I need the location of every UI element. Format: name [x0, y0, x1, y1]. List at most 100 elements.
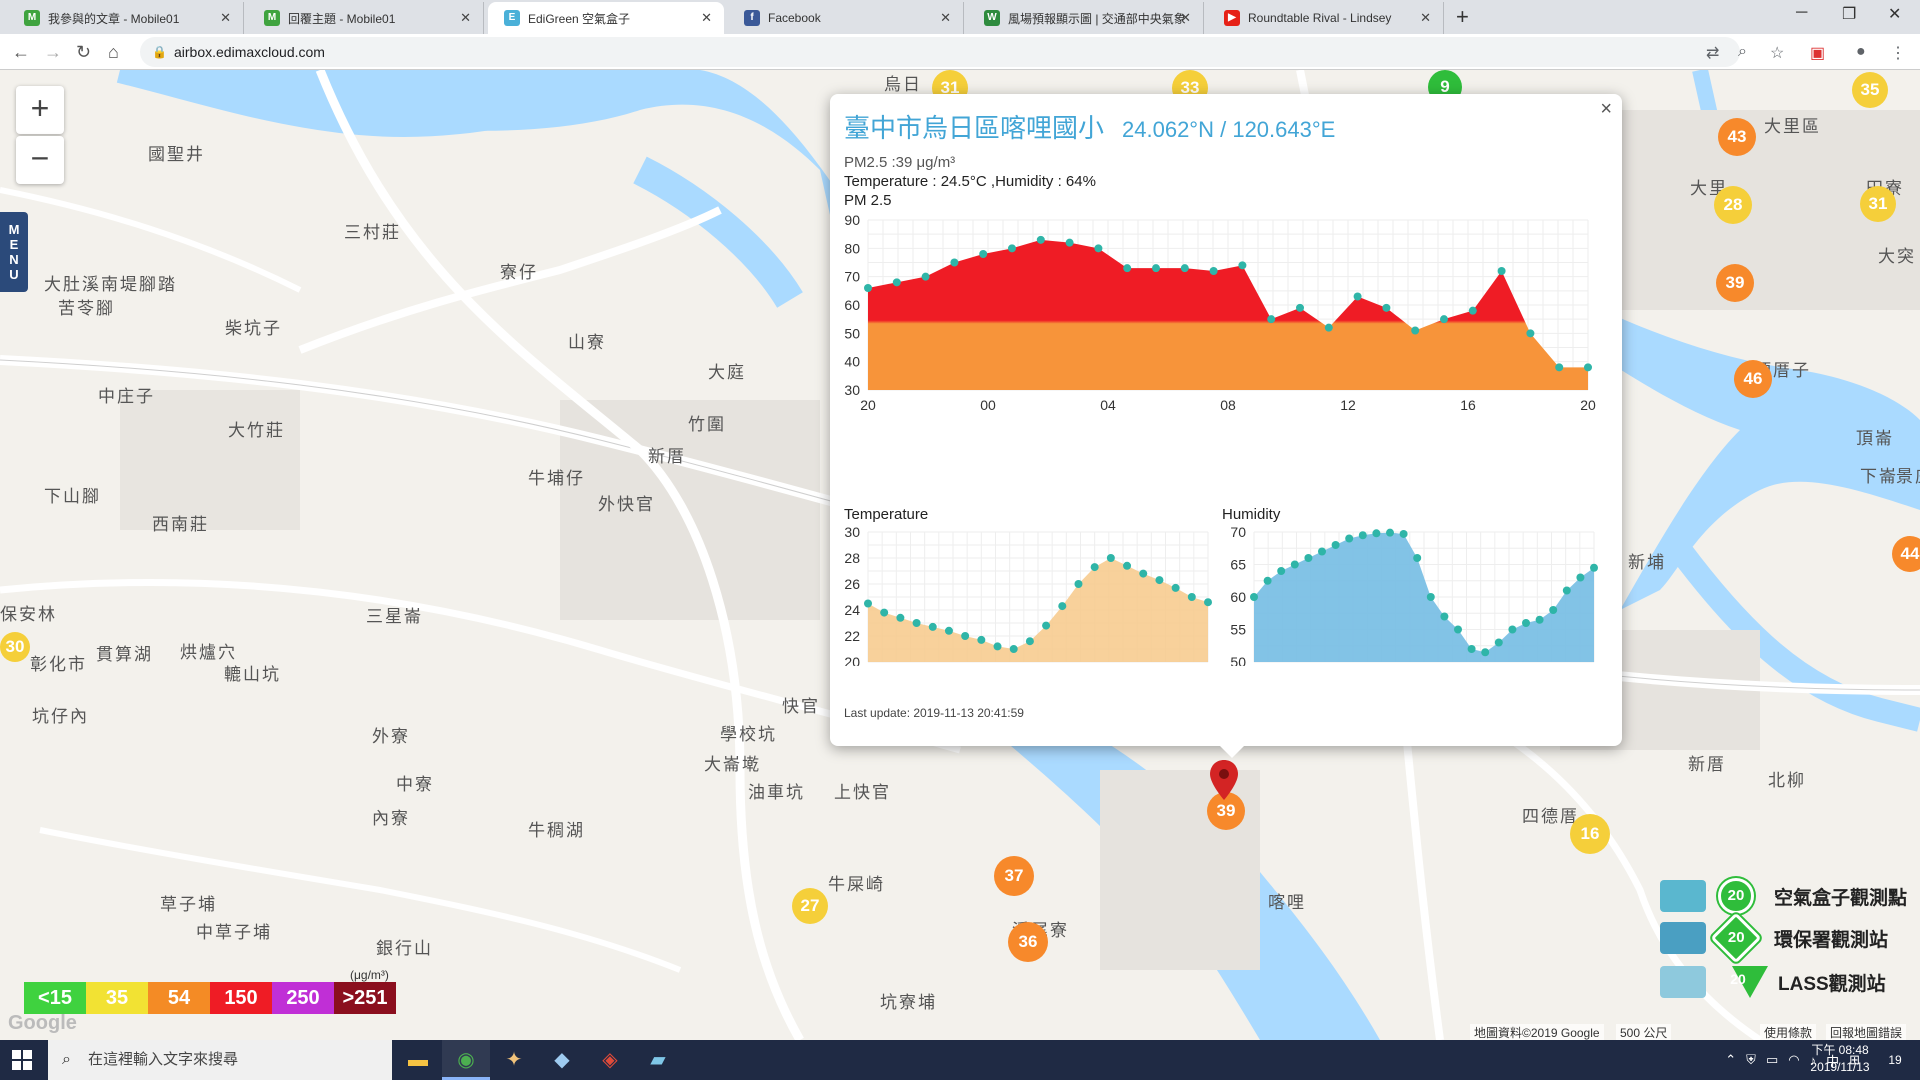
airbox-marker[interactable]: 39	[1716, 264, 1754, 302]
forward-icon[interactable]: →	[44, 42, 62, 62]
airbox-marker[interactable]: 39	[1207, 792, 1245, 830]
data-point	[1411, 326, 1420, 335]
pm25-chart: 30 40 50 60 70 80 90 20 00 04 08 12 16 20	[844, 212, 1596, 413]
airbox-marker[interactable]: 28	[1714, 186, 1752, 224]
y-tick-label: 55	[1230, 622, 1246, 638]
maximize-icon[interactable]: ❐	[1842, 6, 1857, 23]
minimize-icon[interactable]: ─	[1796, 4, 1808, 21]
file-explorer-icon[interactable]: ▬	[408, 1049, 428, 1071]
airbox-marker[interactable]: 30	[0, 632, 30, 662]
zoom-in-button[interactable]: +	[16, 86, 64, 134]
home-icon[interactable]: ⌂	[108, 42, 119, 62]
browser-tab[interactable]: M 回覆主題 - Mobile01 ✕	[248, 2, 484, 34]
tab-close-icon[interactable]: ✕	[1180, 10, 1191, 25]
volume-icon[interactable]: ♪	[1809, 1052, 1817, 1068]
star-icon[interactable]: ☆	[1770, 45, 1785, 62]
y-tick-label: 70	[1230, 526, 1246, 540]
browser-tab[interactable]: f Facebook ✕	[728, 2, 964, 34]
profile-icon[interactable]: ●	[1856, 43, 1866, 60]
tab-close-icon[interactable]: ✕	[1420, 10, 1431, 25]
windows-start-icon[interactable]	[12, 1050, 32, 1070]
data-point	[892, 278, 901, 287]
chevron-up-icon[interactable]: ⌃	[1725, 1052, 1737, 1067]
data-point	[1535, 615, 1544, 624]
station-legend-label: LASS觀測站	[1778, 973, 1886, 995]
airbox-marker[interactable]: 27	[792, 888, 828, 924]
chrome-icon[interactable]: ◉	[442, 1040, 490, 1080]
taskbar-search-input[interactable]: ⌕ 在這裡輸入文字來搜尋	[48, 1040, 392, 1080]
tab-close-icon[interactable]: ✕	[460, 10, 471, 25]
reload-icon[interactable]: ↻	[76, 42, 92, 62]
battery-icon[interactable]: ▭	[1765, 1052, 1779, 1067]
place-label: 油車坑	[748, 783, 805, 802]
x-tick-label: 00	[980, 397, 996, 413]
data-point	[977, 635, 986, 644]
shield-icon[interactable]: ⛨	[1746, 1052, 1756, 1067]
close-popup-button[interactable]: ×	[1600, 98, 1612, 120]
app-icon[interactable]: ▰	[650, 1049, 666, 1071]
menu-dots-icon[interactable]: ⋮	[1890, 45, 1906, 62]
place-label: 北柳	[1768, 771, 1806, 790]
translate-icon[interactable]: ⇄	[1706, 45, 1720, 62]
tab-close-icon[interactable]: ✕	[701, 10, 712, 25]
airbox-marker[interactable]: 35	[1852, 72, 1888, 108]
tab-close-icon[interactable]: ✕	[940, 10, 951, 25]
zoom-out-button[interactable]: −	[16, 136, 64, 184]
y-tick-label: 30	[844, 382, 860, 398]
browser-tab[interactable]: W 風場預報顯示圖 | 交通部中央氣象 ✕	[968, 2, 1204, 34]
place-label: 三村莊	[344, 223, 401, 242]
ime-indicator[interactable]: 中	[1826, 1053, 1840, 1069]
taskbar-clock[interactable]: 下午 08:48 2019/11/13	[1790, 1042, 1890, 1076]
app-icon[interactable]: ✦	[505, 1049, 523, 1071]
place-label: 銀行山	[376, 939, 433, 958]
place-label: 新厝	[648, 447, 686, 466]
edigreen-icon: E	[504, 10, 520, 26]
place-label: 國聖井	[148, 145, 205, 164]
wifi-icon[interactable]: ◠	[1788, 1052, 1800, 1067]
browser-tab[interactable]: M 我參與的文章 - Mobile01 ✕	[8, 2, 244, 34]
airbox-marker[interactable]: 36	[1008, 922, 1048, 962]
new-tab-button[interactable]: +	[1456, 4, 1469, 29]
report-error-link[interactable]: 回報地圖錯誤	[1826, 1024, 1907, 1040]
data-point	[1468, 306, 1477, 315]
url-input[interactable]: 🔒 airbox.edimaxcloud.com	[140, 37, 1740, 67]
data-point	[1187, 593, 1196, 601]
place-label: 下山腳	[44, 487, 101, 506]
place-label: 三星崙	[366, 607, 423, 626]
place-label: 外快官	[598, 495, 655, 514]
terms-link[interactable]: 使用條款	[1760, 1024, 1817, 1040]
data-point	[1353, 292, 1362, 301]
airbox-marker[interactable]: 46	[1734, 360, 1772, 398]
browser-tab[interactable]: ▶ Roundtable Rival - Lindsey ✕	[1208, 2, 1444, 34]
mobile01-icon: M	[24, 10, 40, 26]
place-label: 快官	[782, 697, 820, 716]
airbox-marker[interactable]: 44	[1892, 536, 1920, 572]
airbox-marker[interactable]: 16	[1570, 814, 1610, 854]
back-icon[interactable]: ←	[12, 42, 30, 62]
y-tick-label: 80	[844, 240, 860, 256]
data-point	[1440, 612, 1449, 621]
map-canvas[interactable]: 國聖井 三村莊 寮仔 大肚溪南堤腳踏 苦苓腳 柴坑子 山寮 大庭 中庄子 竹圍 大竹莊 新厝 牛埔仔 下山…	[0, 70, 1920, 1040]
airbox-marker[interactable]: 31	[1860, 186, 1896, 222]
data-point	[1296, 303, 1304, 312]
airbox-marker[interactable]: 37	[994, 856, 1034, 896]
browser-tab-active[interactable]: E EdiGreen 空氣盒子 ✕	[488, 2, 724, 34]
y-tick-label: 22	[844, 628, 860, 644]
cwb-icon: W	[984, 10, 1000, 26]
map-scale: 500 公尺	[1616, 1024, 1672, 1040]
location-pin-icon[interactable]	[1207, 758, 1241, 802]
notification-center-button[interactable]: 19	[1880, 1048, 1910, 1072]
keyboard-icon[interactable]: ⊞	[1849, 1052, 1860, 1067]
zoom-icon[interactable]: ⌕	[1738, 43, 1747, 60]
app-icon[interactable]: ◈	[602, 1049, 618, 1071]
tab-close-icon[interactable]: ✕	[220, 10, 231, 25]
close-window-icon[interactable]: ✕	[1888, 6, 1902, 23]
place-label: 牛埔仔	[528, 469, 585, 488]
place-label: 貫算湖	[96, 645, 153, 664]
data-point	[1090, 563, 1099, 572]
app-icon[interactable]: ◆	[554, 1049, 570, 1071]
airbox-marker[interactable]: 43	[1718, 118, 1756, 156]
station-legend-label: 環保署觀測站	[1774, 929, 1889, 951]
extension-icon[interactable]: ▣	[1810, 45, 1826, 62]
